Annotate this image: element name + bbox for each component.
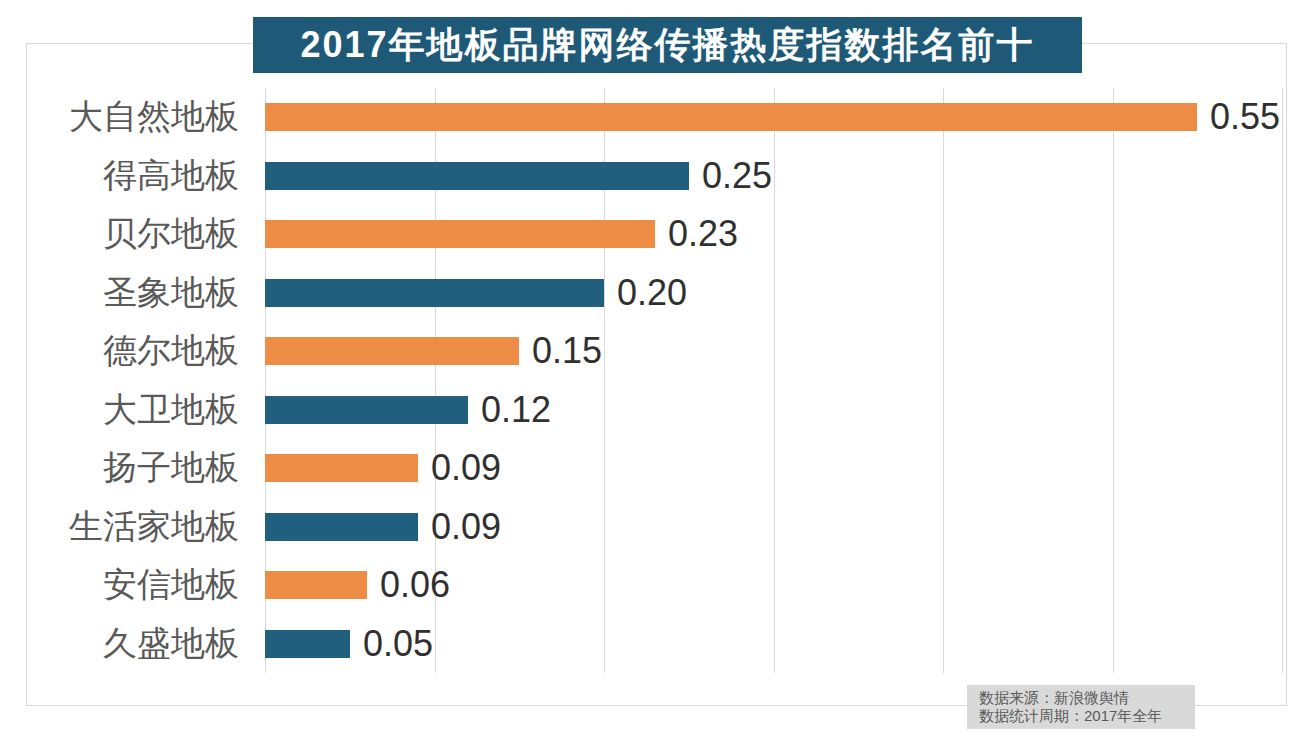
bar-value-label: 0.05 bbox=[363, 623, 433, 665]
bar-value-label: 0.09 bbox=[431, 447, 501, 489]
category-label: 得高地板 bbox=[27, 147, 252, 206]
bar-德尔地板 bbox=[265, 337, 519, 365]
bar-贝尔地板 bbox=[265, 220, 655, 248]
bar-value-label: 0.09 bbox=[431, 506, 501, 548]
bar-扬子地板 bbox=[265, 454, 418, 482]
bar-圣象地板 bbox=[265, 279, 604, 307]
category-label: 大自然地板 bbox=[27, 88, 252, 147]
bar-生活家地板 bbox=[265, 513, 418, 541]
category-axis-labels: 大自然地板得高地板贝尔地板圣象地板德尔地板大卫地板扬子地板生活家地板安信地板久盛… bbox=[27, 88, 252, 673]
bar-大卫地板 bbox=[265, 396, 468, 424]
chart-title: 2017年地板品牌网络传播热度指数排名前十 bbox=[253, 17, 1082, 73]
bar-得高地板 bbox=[265, 162, 689, 190]
category-label: 圣象地板 bbox=[27, 264, 252, 323]
bar-value-label: 0.23 bbox=[668, 213, 738, 255]
category-label: 安信地板 bbox=[27, 556, 252, 615]
category-label: 生活家地板 bbox=[27, 498, 252, 557]
bar-久盛地板 bbox=[265, 630, 350, 658]
bar-value-label: 0.06 bbox=[380, 564, 450, 606]
bar-value-label: 0.25 bbox=[702, 155, 772, 197]
gridline bbox=[774, 88, 775, 673]
category-label: 贝尔地板 bbox=[27, 205, 252, 264]
source-line-1: 数据来源：新浪微舆情 bbox=[979, 689, 1195, 707]
source-note: 数据来源：新浪微舆情 数据统计周期：2017年全年 bbox=[967, 685, 1195, 729]
bar-value-label: 0.20 bbox=[617, 272, 687, 314]
bar-安信地板 bbox=[265, 571, 367, 599]
chart-canvas: 2017年地板品牌网络传播热度指数排名前十 0.550.250.230.200.… bbox=[0, 0, 1314, 739]
category-label: 扬子地板 bbox=[27, 439, 252, 498]
bar-value-label: 0.15 bbox=[532, 330, 602, 372]
category-label: 德尔地板 bbox=[27, 322, 252, 381]
gridline bbox=[1282, 88, 1283, 673]
bar-大自然地板 bbox=[265, 103, 1197, 131]
bar-value-label: 0.55 bbox=[1210, 96, 1280, 138]
gridline bbox=[943, 88, 944, 673]
category-label: 久盛地板 bbox=[27, 615, 252, 674]
bar-value-label: 0.12 bbox=[481, 389, 551, 431]
gridline bbox=[1113, 88, 1114, 673]
plot-area: 0.55 0.25 0.23 0.20 0.15 0.12 0.09 0.09 0.06 0.05 bbox=[265, 88, 1282, 673]
source-line-2: 数据统计周期：2017年全年 bbox=[979, 707, 1195, 725]
category-label: 大卫地板 bbox=[27, 381, 252, 440]
